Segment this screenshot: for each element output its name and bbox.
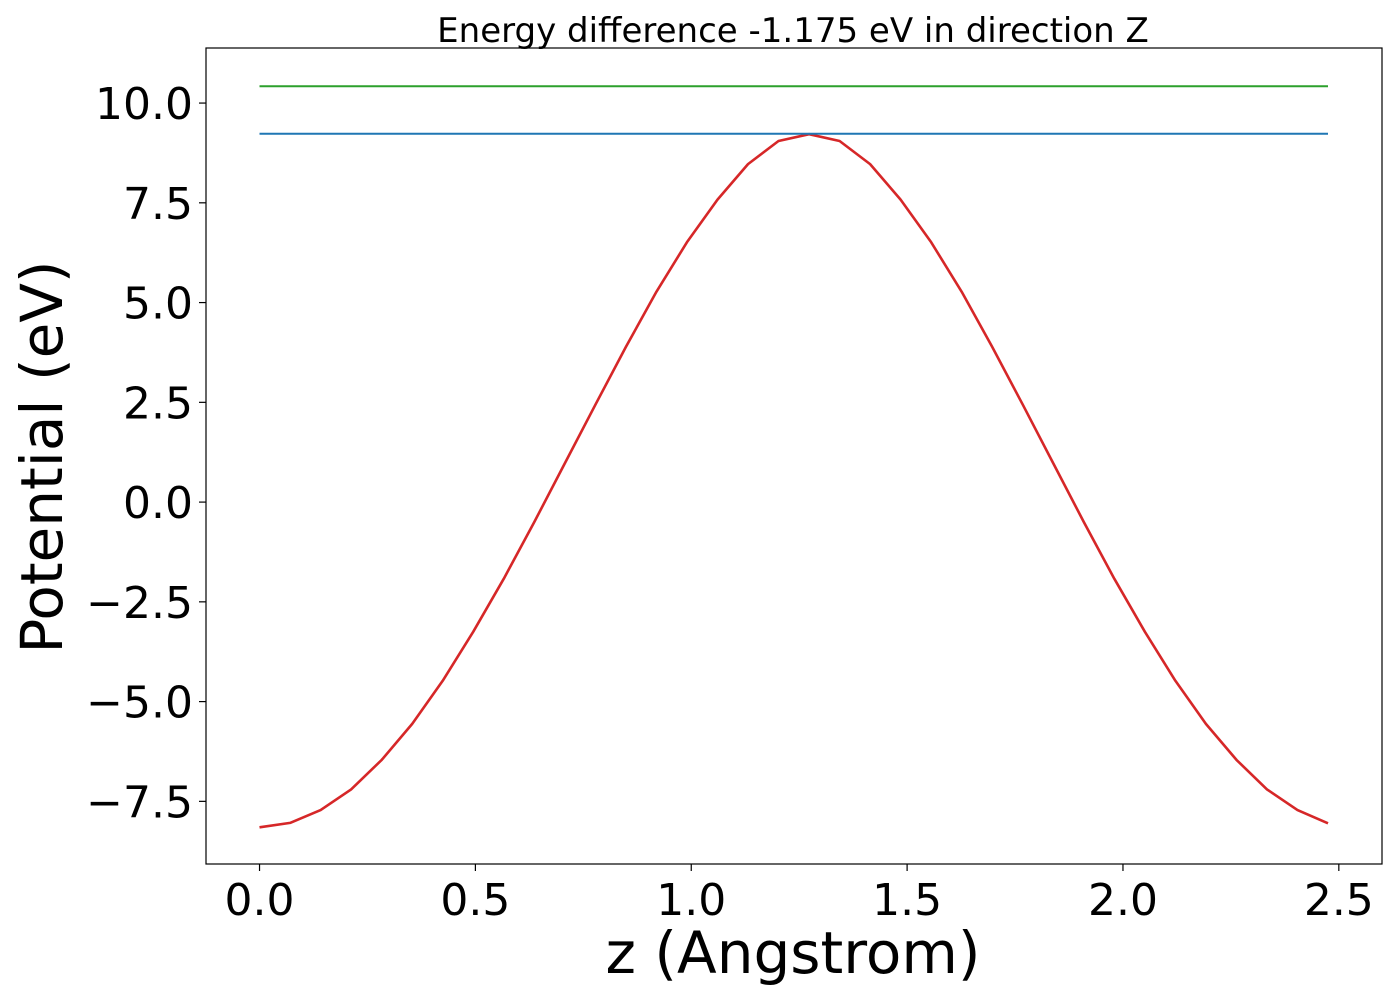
y-tick-label: −2.5 [86, 578, 193, 629]
y-tick-label: 7.5 [123, 179, 193, 230]
x-tick-label: 0.0 [225, 875, 295, 926]
y-tick-label: 10.0 [95, 79, 193, 130]
x-axis-label: z (Angstrom) [606, 919, 981, 987]
plot-area [205, 47, 1383, 865]
series-line-0 [259, 132, 1329, 829]
x-tick-label: 2.0 [1088, 875, 1158, 926]
plot-frame [205, 47, 1383, 865]
chart-title: Energy difference -1.175 eV in direction… [437, 11, 1149, 51]
y-tick-label: 2.5 [123, 378, 193, 429]
x-tick-label: 1.5 [872, 875, 942, 926]
x-tick-label: 2.5 [1304, 875, 1374, 926]
y-tick-label: −7.5 [86, 777, 193, 828]
y-tick-label: −5.0 [86, 678, 193, 729]
y-axis-ticks: −7.5 −5.0 −2.5 0.0 2.5 5.0 7.5 10.0 [86, 79, 206, 828]
y-tick-label: 0.0 [123, 478, 193, 529]
x-tick-label: 0.5 [440, 875, 510, 926]
y-axis-label: Potential (eV) [8, 260, 76, 653]
y-tick-label: 5.0 [123, 279, 193, 330]
x-axis-ticks: 0.0 0.5 1.0 1.5 2.0 2.5 [225, 864, 1374, 926]
x-tick-label: 1.0 [656, 875, 726, 926]
